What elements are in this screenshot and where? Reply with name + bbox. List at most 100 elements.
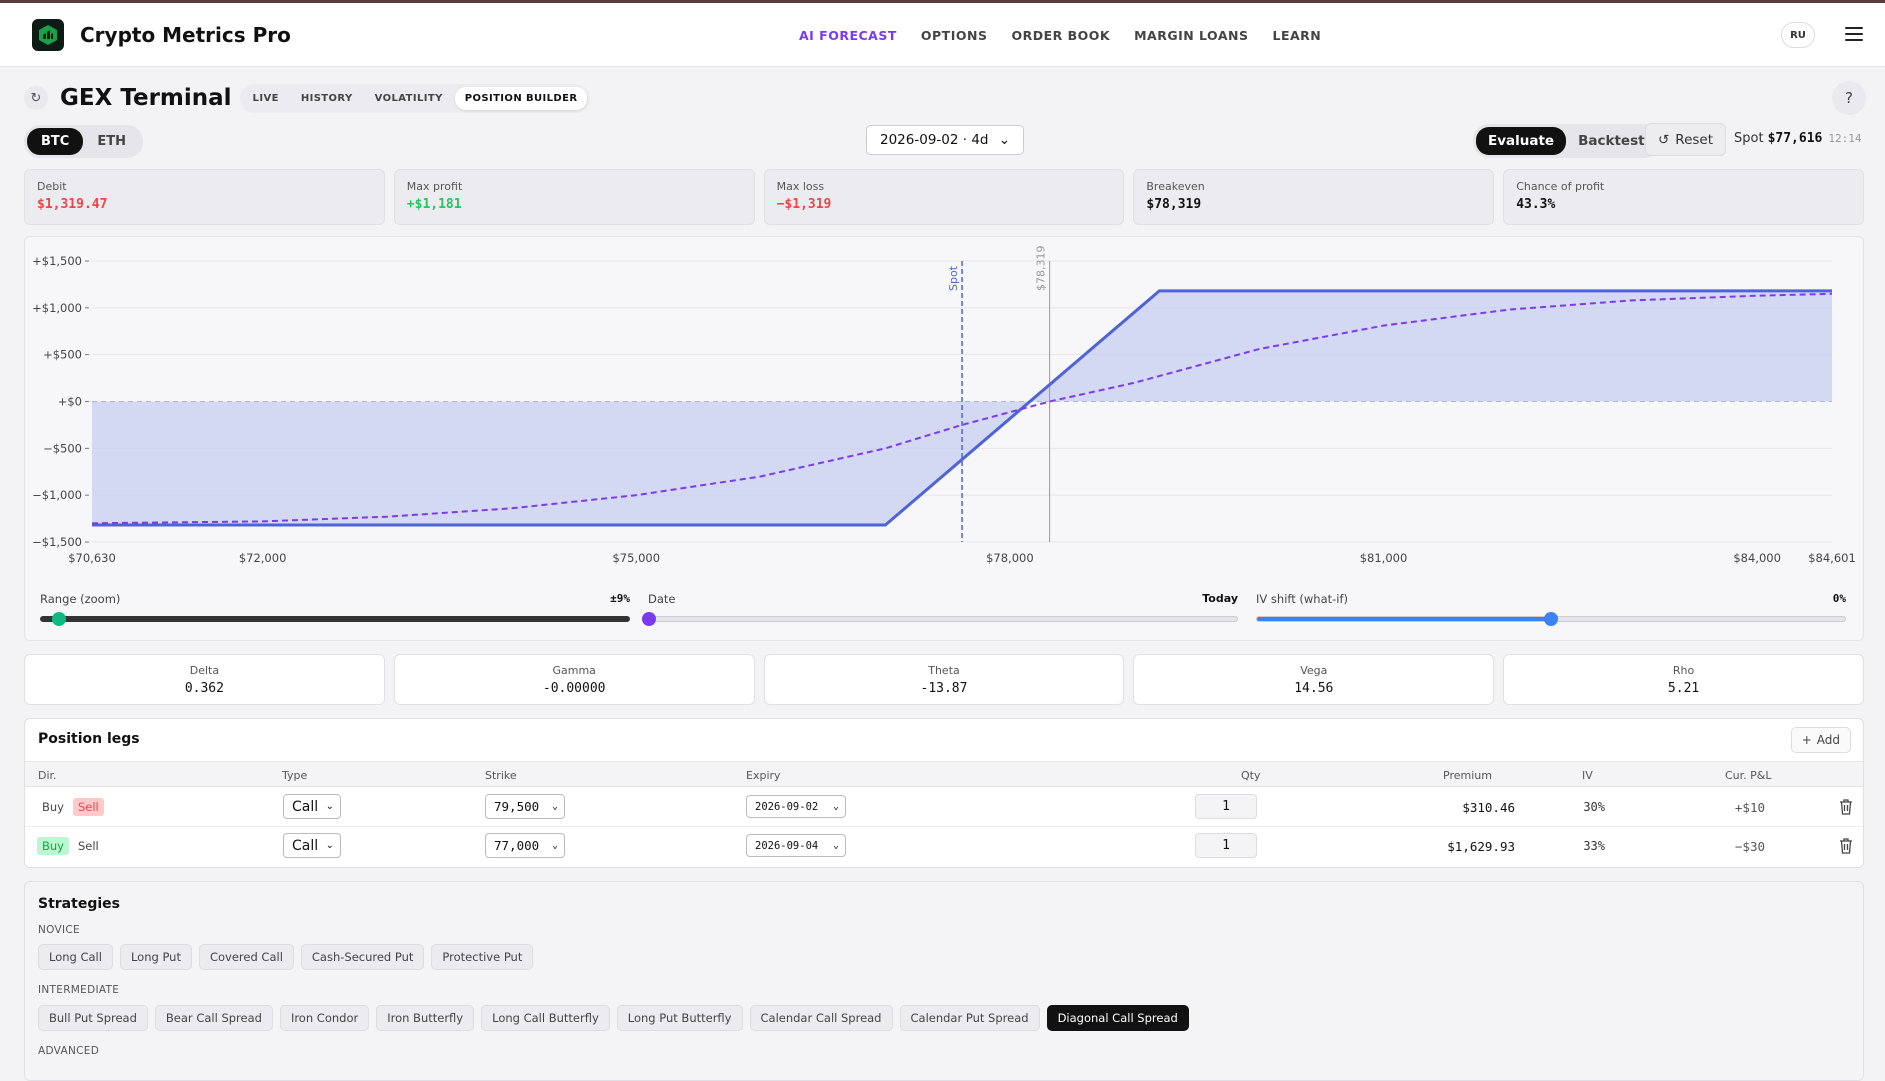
tab-volatility[interactable]: VOLATILITY bbox=[374, 92, 443, 104]
stat-chance-of-profit: Chance of profit 43.3% bbox=[1503, 169, 1864, 225]
reset-icon: ↺ bbox=[1657, 131, 1670, 148]
main-nav: AI FORECAST OPTIONS ORDER BOOK MARGIN LO… bbox=[799, 3, 1321, 67]
menu-icon[interactable] bbox=[1845, 27, 1863, 41]
mode-toggle: Evaluate Backtest bbox=[1473, 124, 1660, 158]
qty-input[interactable]: 1 bbox=[1195, 794, 1257, 819]
range-handle[interactable] bbox=[51, 612, 66, 626]
today-payoff-line bbox=[91, 292, 1833, 525]
y-tick-label: +$1,500 bbox=[32, 254, 82, 268]
legs-title: Position legs bbox=[38, 731, 140, 747]
app-logo[interactable] bbox=[32, 18, 64, 51]
type-select[interactable]: Call ⌄ bbox=[283, 833, 341, 858]
y-tick-label: −$1,000 bbox=[32, 488, 82, 502]
strategy-chip[interactable]: Protective Put bbox=[431, 944, 534, 970]
strategy-chip-selected[interactable]: Diagonal Call Spread bbox=[1046, 1005, 1189, 1031]
sell-toggle[interactable]: Sell bbox=[72, 798, 104, 816]
x-tick-label: $84,000 bbox=[1733, 551, 1781, 565]
asset-eth[interactable]: ETH bbox=[97, 134, 126, 149]
expiry-leg-select[interactable]: 2026-09-04 ⌄ bbox=[746, 834, 846, 857]
expiry-leg-value: 2026-09-02 bbox=[755, 800, 819, 813]
stat-label: Chance of profit bbox=[1516, 180, 1605, 193]
tab-history[interactable]: HISTORY bbox=[300, 92, 353, 104]
iv-value: 0% bbox=[1832, 592, 1846, 605]
chevron-down-icon: ⌄ bbox=[832, 801, 839, 812]
col-strike: Strike bbox=[485, 769, 517, 782]
nav-learn[interactable]: LEARN bbox=[1272, 27, 1322, 43]
buy-toggle[interactable]: Buy bbox=[42, 800, 64, 814]
table-row: Buy Sell Call ⌄ 79,500 ⌄ 2026-09-02 ⌄ 1 $310… bbox=[25, 788, 1863, 827]
add-leg-button[interactable]: + Add bbox=[1790, 727, 1851, 753]
col-expiry: Expiry bbox=[746, 769, 781, 782]
tab-live[interactable]: LIVE bbox=[252, 92, 279, 104]
stat-value: $78,319 bbox=[1146, 197, 1202, 212]
nav-ai-forecast[interactable]: AI FORECAST bbox=[799, 27, 897, 43]
greek-label: Vega bbox=[1300, 664, 1328, 677]
greek-label: Delta bbox=[189, 664, 220, 677]
strategy-chip[interactable]: Iron Butterfly bbox=[376, 1005, 475, 1031]
pnl-value: +$10 bbox=[1734, 800, 1765, 815]
strategy-chip[interactable]: Long Put Butterfly bbox=[616, 1005, 743, 1031]
date-handle[interactable] bbox=[642, 612, 656, 626]
strategy-chip[interactable]: Long Call bbox=[38, 944, 113, 970]
strategy-chip[interactable]: Calendar Put Spread bbox=[899, 1005, 1040, 1031]
backtest-button[interactable]: Backtest bbox=[1578, 133, 1645, 149]
help-button[interactable]: ? bbox=[1832, 81, 1866, 115]
trash-icon[interactable] bbox=[1839, 799, 1853, 815]
payoff-chart[interactable]: +$1,500 +$1,000 +$500 +$0 −$500 −$1,000 −$1,50… bbox=[25, 237, 1865, 587]
chevron-down-icon: ⌄ bbox=[832, 840, 839, 851]
date-track[interactable] bbox=[642, 612, 1238, 626]
strategy-chip[interactable]: Iron Condor bbox=[279, 1005, 370, 1031]
x-tick-label: $78,000 bbox=[986, 551, 1034, 565]
iv-track[interactable] bbox=[1256, 612, 1846, 626]
chevron-down-icon: ⌄ bbox=[998, 132, 1010, 148]
x-tick-label: $70,630 bbox=[68, 551, 116, 565]
type-select[interactable]: Call ⌄ bbox=[283, 794, 341, 819]
expiry-select[interactable]: 2026-09-02 · 4d ⌄ bbox=[866, 125, 1024, 155]
greek-vega: Vega 14.56 bbox=[1133, 654, 1495, 705]
iv-value: 33% bbox=[1583, 839, 1605, 853]
date-label: Date bbox=[648, 592, 676, 606]
strategy-chip[interactable]: Long Put bbox=[119, 944, 192, 970]
sell-toggle[interactable]: Sell bbox=[77, 839, 99, 853]
evaluate-button[interactable]: Evaluate bbox=[1476, 127, 1567, 155]
range-slider: Range (zoom) ±9% bbox=[40, 592, 630, 632]
group-label: INTERMEDIATE bbox=[38, 984, 120, 996]
strategy-chip[interactable]: Calendar Call Spread bbox=[749, 1005, 893, 1031]
buy-toggle[interactable]: Buy bbox=[37, 837, 69, 855]
qty-input[interactable]: 1 bbox=[1195, 833, 1257, 858]
trash-icon[interactable] bbox=[1839, 838, 1853, 854]
reset-button[interactable]: ↺ Reset bbox=[1645, 123, 1726, 156]
x-tick-label: $72,000 bbox=[239, 551, 287, 565]
refresh-icon[interactable]: ↻ bbox=[24, 86, 48, 110]
nav-options[interactable]: OPTIONS bbox=[920, 27, 988, 43]
intermediate-chips: Bull Put Spread Bear Call Spread Iron Co… bbox=[38, 1005, 1189, 1031]
expiry-leg-select[interactable]: 2026-09-02 ⌄ bbox=[746, 795, 846, 818]
chevron-down-icon: ⌄ bbox=[325, 840, 334, 851]
language-switch[interactable]: RU bbox=[1781, 22, 1815, 48]
range-track[interactable] bbox=[40, 612, 630, 626]
strategy-chip[interactable]: Bull Put Spread bbox=[38, 1005, 148, 1031]
strategy-chip[interactable]: Long Call Butterfly bbox=[481, 1005, 610, 1031]
strategy-chip[interactable]: Covered Call bbox=[198, 944, 294, 970]
payoff-chart-card: +$1,500 +$1,000 +$500 +$0 −$500 −$1,000 −$1,50… bbox=[24, 236, 1864, 641]
app-title[interactable]: Crypto Metrics Pro bbox=[80, 22, 291, 47]
col-dir: Dir. bbox=[38, 769, 57, 782]
strategy-chip[interactable]: Cash-Secured Put bbox=[300, 944, 425, 970]
position-legs: Position legs + Add Dir. Type Strike Expi… bbox=[24, 718, 1864, 868]
strike-select[interactable]: 79,500 ⌄ bbox=[485, 794, 565, 819]
x-tick-label: $75,000 bbox=[612, 551, 660, 565]
iv-handle[interactable] bbox=[1544, 612, 1558, 626]
chevron-down-icon: ⌄ bbox=[325, 801, 334, 812]
chart-sliders: Range (zoom) ±9% Date Today IV shift (what… bbox=[40, 592, 1848, 632]
strategy-chip[interactable]: Bear Call Spread bbox=[154, 1005, 273, 1031]
tab-position-builder[interactable]: POSITION BUILDER bbox=[454, 86, 588, 110]
greek-label: Rho bbox=[1672, 664, 1695, 677]
type-value: Call bbox=[292, 798, 319, 815]
asset-btc[interactable]: BTC bbox=[27, 128, 84, 155]
strike-value: 79,500 bbox=[494, 799, 540, 814]
spot-readout: Spot $77,616 12:14 bbox=[1734, 131, 1861, 146]
nav-order-book[interactable]: ORDER BOOK bbox=[1011, 27, 1111, 43]
nav-margin-loans[interactable]: MARGIN LOANS bbox=[1134, 27, 1249, 43]
stat-value: +$1,181 bbox=[406, 197, 462, 212]
strike-select[interactable]: 77,000 ⌄ bbox=[485, 833, 565, 858]
